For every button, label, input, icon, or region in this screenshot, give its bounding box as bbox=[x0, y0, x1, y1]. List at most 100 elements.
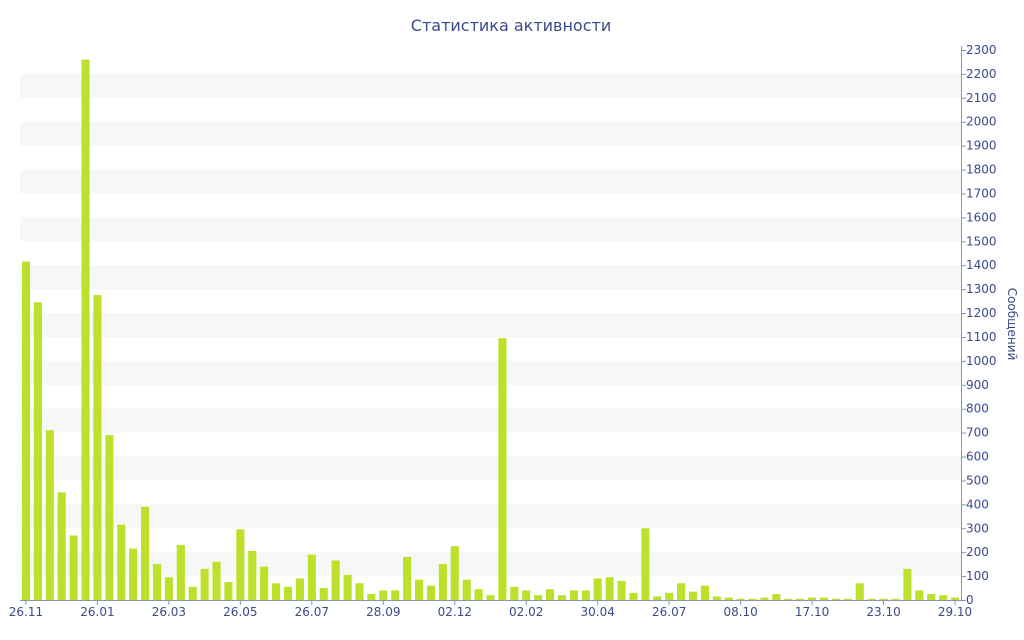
bar[interactable] bbox=[212, 561, 221, 600]
bar[interactable] bbox=[141, 506, 150, 600]
bar[interactable] bbox=[236, 529, 245, 600]
bar[interactable] bbox=[903, 568, 912, 600]
bar[interactable] bbox=[355, 583, 364, 600]
bar[interactable] bbox=[557, 595, 567, 600]
bar[interactable] bbox=[272, 583, 281, 600]
bar[interactable] bbox=[426, 585, 435, 600]
bar[interactable] bbox=[498, 338, 507, 600]
bar[interactable] bbox=[462, 579, 471, 600]
bar[interactable] bbox=[343, 574, 352, 600]
bar[interactable] bbox=[819, 597, 829, 600]
bar[interactable] bbox=[796, 598, 805, 600]
bar[interactable] bbox=[93, 295, 102, 600]
bar[interactable] bbox=[129, 548, 138, 600]
bar[interactable] bbox=[700, 585, 709, 600]
bar[interactable] bbox=[546, 589, 555, 600]
bar[interactable] bbox=[474, 589, 483, 600]
bar[interactable] bbox=[534, 595, 543, 600]
y-tick-label: 2200 bbox=[966, 67, 997, 81]
bar[interactable] bbox=[319, 588, 328, 600]
bar[interactable] bbox=[295, 578, 304, 600]
bar[interactable] bbox=[438, 564, 447, 600]
bar[interactable] bbox=[200, 568, 209, 600]
bar[interactable] bbox=[510, 586, 519, 600]
bar[interactable] bbox=[176, 545, 185, 600]
x-tick-label: 26.03 bbox=[152, 605, 186, 619]
bar[interactable] bbox=[641, 528, 650, 600]
bar[interactable] bbox=[831, 598, 840, 600]
bar[interactable] bbox=[33, 302, 42, 600]
bar[interactable] bbox=[736, 598, 745, 600]
bar[interactable] bbox=[379, 590, 388, 600]
bar[interactable] bbox=[450, 546, 459, 600]
bar[interactable] bbox=[760, 597, 769, 600]
bar[interactable] bbox=[867, 598, 876, 600]
bar[interactable] bbox=[891, 598, 900, 600]
bar[interactable] bbox=[843, 598, 852, 600]
bar[interactable] bbox=[57, 492, 66, 600]
bar[interactable] bbox=[152, 564, 162, 600]
bar[interactable] bbox=[677, 583, 686, 600]
grid-band bbox=[20, 313, 961, 337]
x-tick-label: 23.10 bbox=[866, 605, 900, 619]
bar[interactable] bbox=[605, 577, 614, 600]
bar[interactable] bbox=[784, 598, 793, 600]
bar[interactable] bbox=[927, 594, 936, 600]
bar[interactable] bbox=[593, 578, 602, 600]
bar[interactable] bbox=[248, 550, 257, 600]
bar[interactable] bbox=[367, 594, 376, 600]
x-tick-label: 02.12 bbox=[438, 605, 472, 619]
y-tick-label: 300 bbox=[966, 521, 989, 535]
y-tick-label: 1200 bbox=[966, 306, 997, 320]
bar[interactable] bbox=[915, 590, 924, 600]
bar[interactable] bbox=[939, 595, 948, 600]
bar[interactable] bbox=[81, 59, 90, 600]
bar[interactable] bbox=[688, 591, 698, 600]
grid-band bbox=[20, 73, 961, 98]
bar[interactable] bbox=[45, 430, 54, 600]
x-tick-label: 26.07 bbox=[295, 605, 329, 619]
bar[interactable] bbox=[331, 560, 340, 600]
y-tick-label: 1500 bbox=[966, 234, 997, 248]
y-tick-label: 500 bbox=[966, 473, 989, 487]
bar[interactable] bbox=[414, 579, 424, 600]
bar[interactable] bbox=[117, 524, 126, 600]
bar[interactable] bbox=[522, 590, 531, 600]
bar[interactable] bbox=[748, 598, 757, 600]
bar[interactable] bbox=[188, 586, 197, 600]
bar[interactable] bbox=[260, 566, 269, 600]
y-tick-label: 1100 bbox=[966, 330, 997, 344]
bar[interactable] bbox=[105, 435, 114, 600]
bar[interactable] bbox=[21, 261, 31, 600]
bar[interactable] bbox=[629, 592, 638, 600]
bar[interactable] bbox=[950, 597, 960, 600]
bar[interactable] bbox=[855, 583, 864, 600]
bar[interactable] bbox=[653, 596, 662, 600]
bar[interactable] bbox=[307, 554, 316, 600]
y-tick-label: 2000 bbox=[966, 115, 997, 129]
bar[interactable] bbox=[665, 592, 674, 600]
bar[interactable] bbox=[772, 594, 781, 600]
bar[interactable] bbox=[283, 586, 293, 600]
x-tick-label: 17.10 bbox=[795, 605, 829, 619]
bar[interactable] bbox=[69, 535, 78, 600]
bar[interactable] bbox=[224, 582, 233, 600]
y-tick-label: 100 bbox=[966, 569, 989, 583]
y-tick-label: 2100 bbox=[966, 91, 997, 105]
bar[interactable] bbox=[879, 598, 888, 600]
y-tick-label: 1000 bbox=[966, 354, 997, 368]
bar[interactable] bbox=[391, 590, 400, 600]
bar[interactable] bbox=[712, 596, 721, 600]
bar[interactable] bbox=[617, 580, 626, 600]
bar[interactable] bbox=[486, 595, 495, 600]
grid-band bbox=[20, 552, 961, 577]
bar[interactable] bbox=[403, 556, 412, 600]
bar[interactable] bbox=[808, 597, 817, 600]
bar[interactable] bbox=[581, 590, 590, 600]
bar[interactable] bbox=[164, 577, 173, 600]
y-tick-label: 600 bbox=[966, 450, 989, 464]
y-axis-ticks: 0 100 200 300 400 500 600 700 800 900 1000 1100 1200… bbox=[961, 43, 997, 607]
bar[interactable] bbox=[569, 590, 578, 600]
bar[interactable] bbox=[724, 597, 733, 600]
